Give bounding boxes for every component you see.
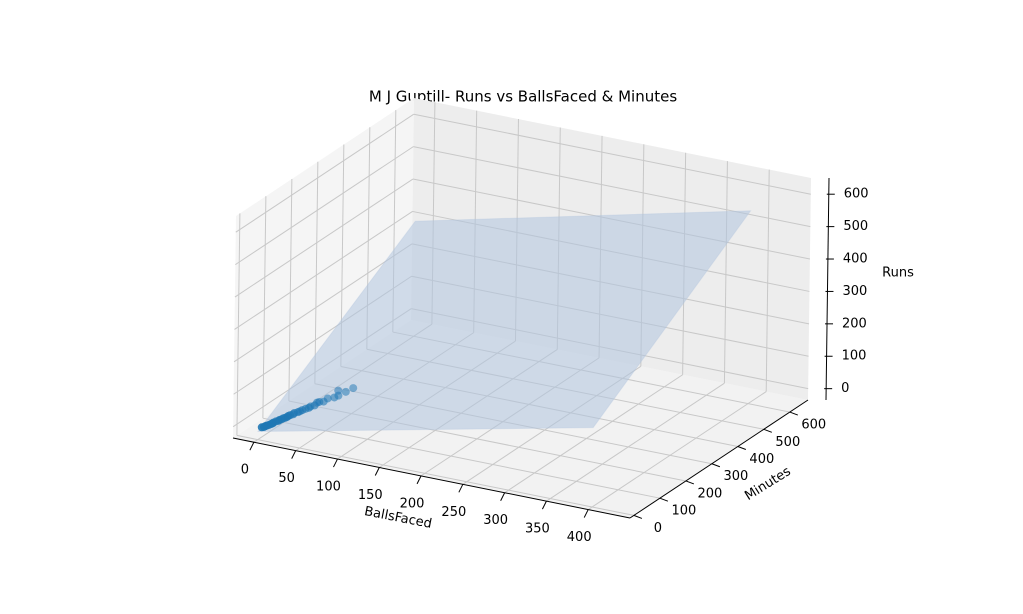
data-point xyxy=(323,394,332,403)
z-axis-title: Runs xyxy=(882,266,914,281)
grid-line xyxy=(288,178,293,401)
y-axis-line xyxy=(629,399,809,519)
tick-mark xyxy=(291,450,297,459)
grid-line xyxy=(236,213,241,436)
regression-surface xyxy=(256,210,752,433)
z-tick-label: 100 xyxy=(842,349,867,364)
tick-mark xyxy=(685,480,695,485)
x-tick-label: 0 xyxy=(241,463,249,478)
y-tick-label: 100 xyxy=(671,504,696,519)
x-tick-label: 50 xyxy=(278,471,295,486)
x-tick-label: 400 xyxy=(567,530,592,545)
y-tick-label: 300 xyxy=(723,469,748,484)
y-tick-label: 0 xyxy=(654,521,662,536)
z-tick-label: 0 xyxy=(841,381,849,396)
tick-mark xyxy=(633,514,643,519)
z-axis-line xyxy=(825,177,830,401)
tick-mark xyxy=(789,411,798,416)
grid-line xyxy=(234,211,413,330)
tick-mark xyxy=(737,446,747,450)
x-tick-label: 100 xyxy=(316,480,341,495)
tick-mark xyxy=(500,492,506,501)
tick-mark xyxy=(541,500,547,510)
x-tick-label: 200 xyxy=(400,496,425,511)
tick-mark xyxy=(659,497,669,502)
tick-mark xyxy=(583,509,589,518)
grid-line xyxy=(723,161,728,384)
y-axis-title: Minutes xyxy=(742,464,794,504)
tick-mark xyxy=(249,441,255,451)
grid-line xyxy=(233,243,413,363)
grid-line xyxy=(413,113,811,195)
y-tick-label: 400 xyxy=(749,452,774,467)
data-point xyxy=(349,384,358,393)
tick-mark xyxy=(763,428,773,433)
data-point xyxy=(334,386,343,395)
tick-mark xyxy=(458,484,464,493)
grid-line xyxy=(234,178,414,298)
chart-title: M J Guptill- Runs vs BallsFaced & Minute… xyxy=(369,88,677,106)
tick-mark xyxy=(374,467,380,476)
data-point xyxy=(341,387,350,396)
x-tick-label: 150 xyxy=(358,488,383,503)
grid-line xyxy=(262,196,267,419)
z-tick-label: 300 xyxy=(842,284,867,299)
grid-line xyxy=(235,146,414,266)
z-tick-label: 200 xyxy=(842,316,867,331)
x-tick-label: 300 xyxy=(483,513,508,528)
grid-line xyxy=(236,434,634,516)
z-tick-label: 600 xyxy=(844,187,869,202)
tick-mark xyxy=(333,458,338,468)
grid-line xyxy=(314,161,319,384)
z-tick-label: 400 xyxy=(843,252,868,267)
y-tick-label: 500 xyxy=(775,435,800,450)
x-tick-label: 350 xyxy=(525,522,550,537)
y-tick-label: 600 xyxy=(801,418,826,433)
z-tick-label: 500 xyxy=(843,219,868,234)
grid-line xyxy=(262,417,660,499)
x-axis-line xyxy=(232,437,631,519)
y-tick-label: 200 xyxy=(697,486,722,501)
tick-mark xyxy=(416,475,422,485)
tick-mark xyxy=(711,463,721,468)
x-tick-label: 250 xyxy=(441,505,466,520)
grid-line xyxy=(235,113,415,233)
grid-line xyxy=(765,169,770,392)
